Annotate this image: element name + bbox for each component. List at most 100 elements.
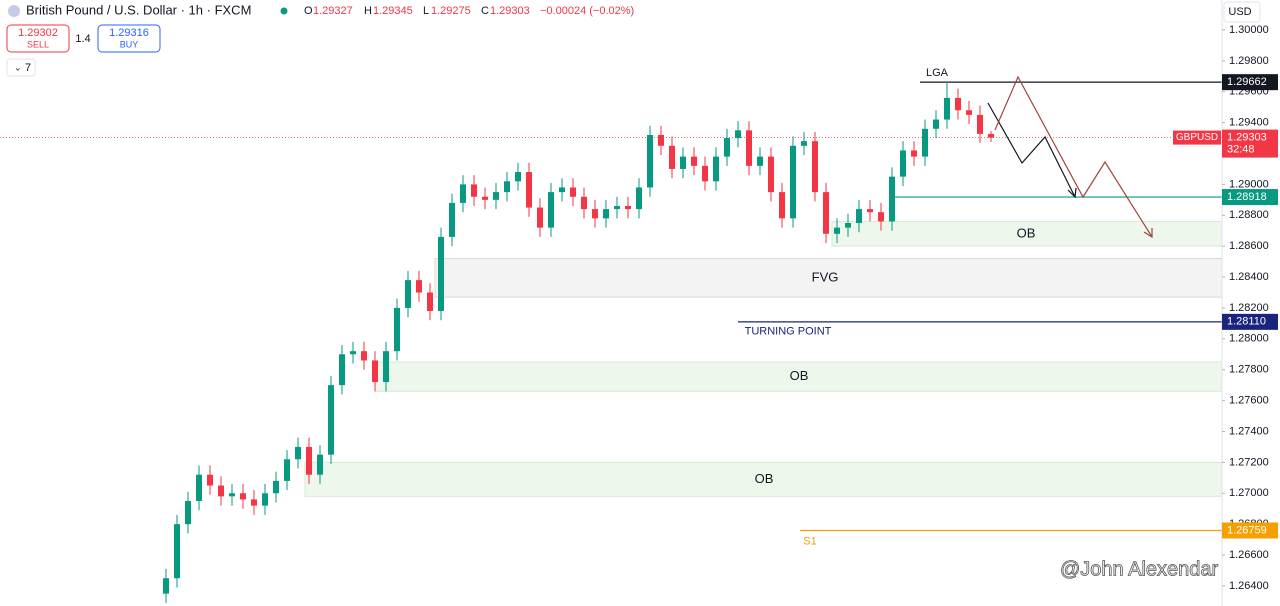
zone-label: FVG (812, 269, 839, 284)
watermark: @John Alexendar (1060, 558, 1219, 580)
y-tick-label: 1.27600 (1229, 395, 1269, 407)
candle-body (515, 172, 521, 182)
candle-body (911, 150, 917, 157)
ohlc-label: O (304, 5, 313, 17)
currency: USD (1228, 6, 1251, 18)
price-badge-label: 1.26759 (1227, 524, 1267, 536)
symbol-title[interactable]: British Pound / U.S. Dollar · 1h · FXCM (26, 2, 251, 17)
ohlc-label: H (364, 5, 372, 17)
candle-body (372, 360, 378, 383)
symbol-icon (8, 5, 20, 17)
y-tick-label: 1.26400 (1229, 580, 1269, 592)
candle-body (504, 181, 510, 193)
candle-body (669, 145, 675, 169)
candle-body (713, 156, 719, 182)
candle-body (834, 227, 840, 234)
candle-body (823, 192, 829, 234)
candle-body (933, 119, 939, 129)
candles (163, 82, 994, 603)
candle-body (680, 156, 686, 169)
candle-body (251, 499, 257, 506)
sell-price: 1.29302 (18, 27, 58, 39)
y-tick-label: 1.28400 (1229, 271, 1269, 283)
ohlc-value: 1.29345 (373, 5, 413, 17)
price-badge-label: 1.28918 (1227, 191, 1267, 203)
candle-body (207, 474, 213, 486)
candle-body (537, 207, 543, 228)
candle-body (394, 307, 400, 352)
candle-body (790, 145, 796, 219)
candle-body (427, 292, 433, 312)
indicators-toggle[interactable] (6, 58, 36, 77)
candle-body (702, 165, 708, 182)
candle-body (581, 196, 587, 210)
change: −0.00024 (−0.02%) (540, 5, 634, 17)
candle-body (966, 110, 972, 115)
zone (304, 461, 1223, 497)
candle-body (570, 187, 576, 197)
candle-body (196, 474, 202, 501)
candle-body (559, 187, 565, 193)
projection-path (994, 75, 1153, 238)
currency-button[interactable] (1223, 1, 1261, 23)
candle-body (977, 114, 983, 134)
candle-body (625, 206, 631, 210)
y-tick-label: 1.29800 (1229, 55, 1269, 67)
zones: OB FVG OB OB LGA TURNING POINT S1 (0, 67, 1223, 547)
arrow-head (1143, 228, 1153, 239)
candle-body (603, 209, 609, 219)
ohlc-label: C (481, 5, 489, 17)
candle-body (636, 187, 642, 210)
candle-body (548, 192, 554, 228)
candle-body (900, 150, 906, 177)
y-tick-label: 1.27800 (1229, 364, 1269, 376)
candle-body (724, 138, 730, 157)
symbol-badge (1173, 130, 1221, 145)
price-badge (1222, 129, 1278, 158)
candle-body (658, 134, 664, 146)
candle-body (295, 446, 301, 460)
buy-label: BUY (120, 39, 139, 49)
projection-path (987, 102, 1076, 198)
candle-body (988, 133, 994, 138)
candle-body (416, 280, 422, 293)
candle-body (460, 184, 466, 203)
candle-body (889, 176, 895, 222)
candle-body (812, 141, 818, 193)
level-name: LGA (926, 67, 949, 79)
level-name: S1 (803, 535, 816, 547)
ohlc-label: L (423, 5, 429, 17)
zone-label: OB (1017, 225, 1036, 240)
sell-button[interactable] (6, 24, 70, 53)
y-tick-label: 1.27400 (1229, 425, 1269, 437)
y-tick-label: 1.28200 (1229, 302, 1269, 314)
zone-label: OB (755, 471, 774, 486)
candle-body (614, 206, 620, 210)
y-tick-label: 1.27200 (1229, 456, 1269, 468)
y-tick-label: 1.28600 (1229, 240, 1269, 252)
price-badge (1222, 313, 1278, 330)
price-badge-label: 1.28110 (1227, 316, 1266, 328)
candle-body (493, 192, 499, 200)
buy-button[interactable] (97, 24, 161, 53)
symbol-badge-label: GBPUSD (1176, 132, 1218, 143)
zone (374, 361, 1223, 392)
candle-body (482, 196, 488, 200)
candle-body (240, 493, 246, 500)
candle-body (273, 480, 279, 494)
y-tick-label: 1.26600 (1229, 549, 1269, 561)
candle-body (383, 351, 389, 383)
candle-body (218, 485, 224, 497)
y-tick-label: 1.28000 (1229, 333, 1269, 345)
candle-body (185, 500, 191, 525)
price-badge (1222, 522, 1278, 539)
candle-body (163, 578, 169, 594)
spread: 1.4 (75, 33, 90, 45)
price-badge-label: 1.29662 (1227, 76, 1267, 88)
buy-price: 1.29316 (109, 27, 149, 39)
candle-body (955, 97, 961, 111)
candle-body (867, 209, 873, 213)
market-status (280, 7, 288, 15)
